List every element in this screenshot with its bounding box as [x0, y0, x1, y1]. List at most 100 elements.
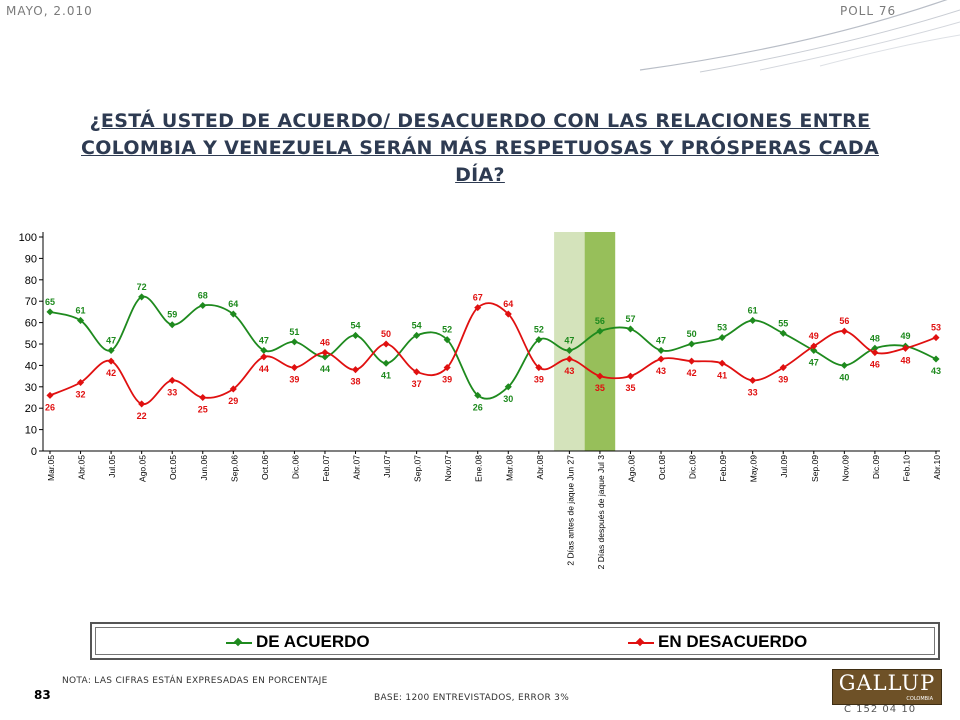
- data-label: 56: [839, 316, 849, 326]
- data-point: [504, 310, 512, 318]
- data-point: [871, 349, 879, 357]
- data-point: [810, 342, 818, 350]
- data-label: 51: [289, 327, 299, 337]
- data-point: [718, 334, 726, 342]
- data-label: 47: [564, 335, 574, 345]
- report-date: MAYO, 2.010: [6, 4, 93, 18]
- x-tick-label: Nov.07: [443, 455, 453, 482]
- data-point: [657, 355, 665, 363]
- x-tick-label: Oct.06: [260, 455, 270, 480]
- data-label: 57: [625, 314, 635, 324]
- data-point: [565, 346, 573, 354]
- data-point: [321, 349, 329, 357]
- y-tick-label: 10: [25, 425, 37, 437]
- data-point: [321, 353, 329, 361]
- y-tick-label: 70: [25, 296, 37, 308]
- x-tick-label: 2 Días después de jaque Jul 3: [596, 455, 606, 570]
- data-point: [382, 359, 390, 367]
- y-tick-label: 30: [25, 382, 37, 394]
- data-point: [840, 327, 848, 335]
- data-point: [596, 372, 604, 380]
- x-tick-label: Feb.09: [718, 455, 728, 482]
- data-point: [443, 336, 451, 344]
- x-tick-label: Nov.09: [840, 455, 850, 482]
- highlight-band: [584, 232, 616, 451]
- data-point: [596, 327, 604, 335]
- data-label: 42: [106, 368, 116, 378]
- data-point: [290, 338, 298, 346]
- data-point: [443, 364, 451, 372]
- y-tick-label: 100: [19, 232, 37, 244]
- x-tick-label: Jul.05: [107, 455, 117, 478]
- x-tick-label: Dic.09: [871, 455, 881, 479]
- data-label: 52: [442, 325, 452, 335]
- data-label: 33: [748, 387, 758, 397]
- x-tick-label: Mar.08: [504, 455, 514, 481]
- x-tick-label: Sep.06: [229, 455, 239, 482]
- data-point: [168, 321, 176, 329]
- y-tick-label: 20: [25, 403, 37, 415]
- data-point: [749, 376, 757, 384]
- x-tick-label: Ago.05: [138, 455, 148, 482]
- data-point: [901, 344, 909, 352]
- x-tick-label: Sep.07: [413, 455, 423, 482]
- legend-swatch-green: [226, 637, 252, 648]
- data-point: [199, 393, 207, 402]
- data-point: [77, 316, 85, 324]
- data-label: 33: [167, 387, 177, 397]
- data-label: 53: [931, 323, 941, 333]
- data-label: 40: [839, 372, 849, 382]
- data-label: 39: [534, 375, 544, 385]
- data-label: 64: [503, 299, 513, 309]
- data-label: 35: [625, 383, 635, 393]
- x-tick-label: Oct.08: [657, 455, 667, 480]
- x-tick-label: Jul.07: [382, 455, 392, 478]
- chart-legend: DE ACUERDO EN DESACUERDO: [90, 622, 940, 660]
- data-label: 25: [198, 405, 208, 415]
- data-label: 61: [748, 305, 758, 315]
- gallup-logo: GALLUP COLOMBIA: [832, 669, 942, 705]
- highlight-band: [554, 232, 585, 451]
- x-tick-label: Jul.09: [779, 455, 789, 478]
- data-point: [810, 346, 818, 354]
- legend-label-desacuerdo: EN DESACUERDO: [658, 632, 808, 651]
- x-tick-label: Dic.08: [688, 455, 698, 479]
- data-label: 32: [76, 390, 86, 400]
- x-tick-label: Abr.05: [77, 455, 87, 480]
- data-point: [535, 336, 543, 344]
- data-label: 46: [320, 338, 330, 348]
- data-label: 43: [931, 366, 941, 376]
- data-label: 48: [870, 333, 880, 343]
- data-label: 49: [900, 331, 910, 341]
- data-label: 30: [503, 394, 513, 404]
- y-tick-label: 60: [25, 318, 37, 330]
- x-tick-label: Feb.10: [901, 455, 911, 482]
- data-label: 43: [656, 366, 666, 376]
- data-point: [840, 361, 848, 369]
- series-line-desacuerdo: [49, 302, 937, 405]
- data-point: [168, 376, 176, 384]
- x-tick-label: Ene.08: [474, 455, 484, 482]
- data-point: [626, 372, 635, 380]
- logo-subtext: COLOMBIA: [906, 696, 933, 702]
- legend-item-acuerdo: DE ACUERDO: [226, 632, 370, 652]
- data-label: 47: [259, 335, 269, 345]
- x-tick-label: Jun.06: [199, 455, 209, 481]
- data-label: 43: [564, 366, 574, 376]
- data-label: 56: [595, 316, 605, 326]
- legend-swatch-red: [628, 637, 654, 648]
- data-label: 52: [534, 325, 544, 335]
- data-label: 22: [137, 411, 147, 421]
- footnote: NOTA: LAS CIFRAS ESTÁN EXPRESADAS EN POR…: [62, 676, 328, 686]
- data-label: 35: [595, 383, 605, 393]
- data-label: 42: [687, 368, 697, 378]
- sample-base: BASE: 1200 ENTREVISTADOS, ERROR 3%: [374, 693, 570, 703]
- data-point: [351, 331, 360, 339]
- data-point: [688, 340, 696, 348]
- data-label: 26: [45, 402, 55, 412]
- data-point: [626, 325, 635, 333]
- data-point: [46, 308, 54, 316]
- data-label: 65: [45, 297, 55, 307]
